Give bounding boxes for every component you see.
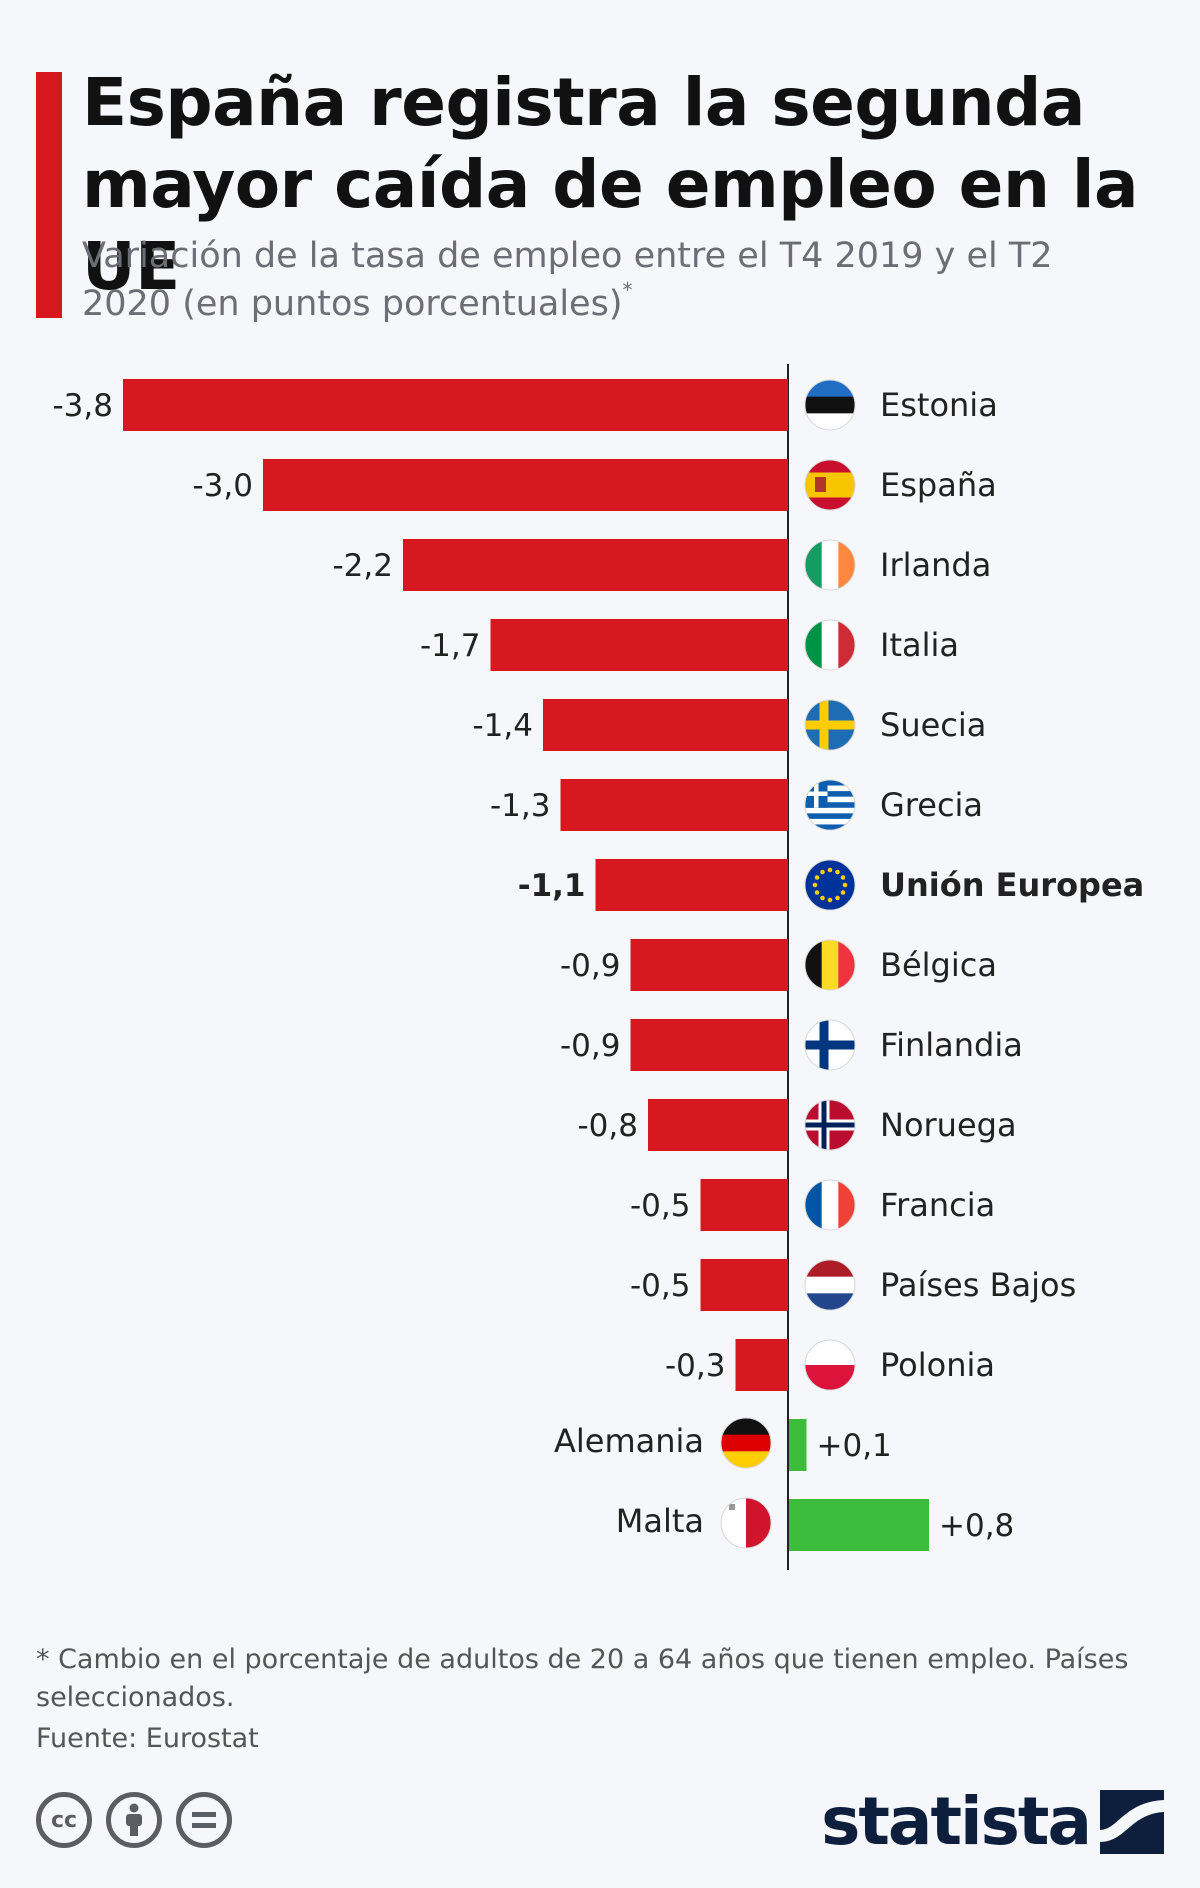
eu-flag-icon [805, 860, 855, 910]
bar-7 [630, 939, 788, 991]
category-label-11: Países Bajos [880, 1266, 1076, 1304]
value-label-8: -0,9 [560, 1028, 621, 1064]
bar-8 [630, 1019, 788, 1071]
category-label-6: Unión Europea [880, 866, 1144, 904]
bar-11 [700, 1259, 788, 1311]
bar-14 [789, 1499, 929, 1551]
value-label-5: -1,3 [490, 788, 551, 824]
bar-10 [700, 1179, 788, 1231]
france-flag-icon [805, 1180, 855, 1230]
bar-12 [735, 1339, 788, 1391]
bar-9 [648, 1099, 788, 1151]
statista-wordmark: statista [821, 1783, 1092, 1860]
finland-flag-icon [805, 1020, 855, 1070]
netherlands-flag-icon [805, 1260, 855, 1310]
value-label-4: -1,4 [473, 708, 534, 744]
estonia-flag-icon [805, 380, 855, 430]
subtitle-footnote-mark: * [622, 278, 633, 302]
value-label-13: +0,1 [817, 1428, 892, 1464]
category-label-12: Polonia [880, 1346, 995, 1384]
source-note: Fuente: Eurostat [36, 1723, 259, 1754]
bar-6 [595, 859, 788, 911]
statista-mark-icon [1100, 1790, 1164, 1854]
category-label-10: Francia [880, 1186, 995, 1224]
chart-title: España registra la segunda mayor caída d… [82, 64, 1139, 305]
value-label-14: +0,8 [939, 1508, 1014, 1544]
subtitle-text: Variación de la tasa de empleo entre el … [82, 236, 1053, 324]
norway-flag-icon [805, 1100, 855, 1150]
category-label-7: Bélgica [880, 946, 997, 984]
bar-0 [123, 379, 788, 431]
category-label-1: España [880, 466, 997, 504]
bar-3 [490, 619, 788, 671]
italy-flag-icon [805, 620, 855, 670]
category-label-0: Estonia [880, 386, 998, 424]
sweden-flag-icon [805, 700, 855, 750]
value-label-11: -0,5 [630, 1268, 691, 1304]
no-derivatives-icon[interactable] [176, 1792, 232, 1848]
value-label-3: -1,7 [420, 628, 481, 664]
category-label-2: Irlanda [880, 546, 991, 584]
category-label-8: Finlandia [880, 1026, 1023, 1064]
bar-5 [560, 779, 788, 831]
value-label-1: -3,0 [193, 468, 254, 504]
cc-icon[interactable]: cc [36, 1792, 92, 1848]
bar-13 [789, 1419, 807, 1471]
belgium-flag-icon [805, 940, 855, 990]
value-label-0: -3,8 [53, 388, 114, 424]
bar-chart: -3,8 Estonia -3,0 España -2,2 Irlanda -1,7 Ital… [53, 364, 1144, 1570]
chart-subtitle: Variación de la tasa de empleo entre el … [82, 232, 1082, 328]
germany-flag-icon [721, 1418, 771, 1468]
value-label-10: -0,5 [630, 1188, 691, 1224]
value-label-7: -0,9 [560, 948, 621, 984]
value-label-12: -0,3 [665, 1348, 726, 1384]
spain-flag-icon [805, 460, 855, 510]
category-label-5: Grecia [880, 786, 983, 824]
category-label-14: Malta [616, 1502, 704, 1540]
category-label-3: Italia [880, 626, 959, 664]
bar-1 [263, 459, 788, 511]
attribution-icon[interactable] [106, 1792, 162, 1848]
category-label-9: Noruega [880, 1106, 1017, 1144]
title-accent-bar [36, 72, 62, 318]
bar-4 [543, 699, 788, 751]
value-label-2: -2,2 [333, 548, 394, 584]
bar-2 [403, 539, 788, 591]
ireland-flag-icon [805, 540, 855, 590]
value-label-9: -0,8 [578, 1108, 639, 1144]
footnote: * Cambio en el porcentaje de adultos de … [36, 1644, 1129, 1713]
category-label-13: Alemania [554, 1422, 704, 1460]
license-icons: cc [36, 1792, 232, 1848]
category-label-4: Suecia [880, 706, 986, 744]
statista-logo[interactable]: statista [821, 1782, 1164, 1862]
value-label-6: -1,1 [518, 868, 586, 904]
